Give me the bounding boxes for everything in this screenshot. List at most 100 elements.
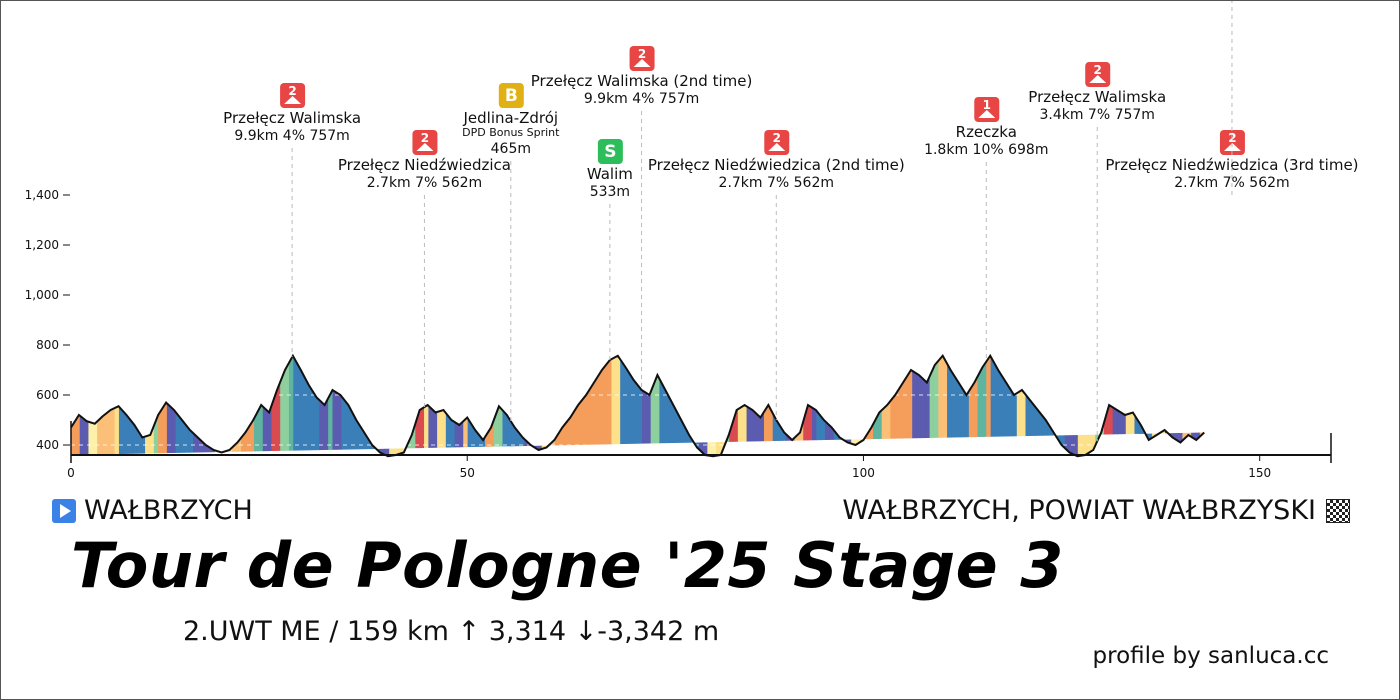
gradient-strip — [1016, 355, 1022, 455]
gradient-strip — [232, 355, 238, 455]
y-tick-label: 400 — [36, 438, 59, 452]
gradient-strip — [132, 355, 137, 455]
bonus-badge-icon — [498, 83, 524, 108]
gradient-strip — [1186, 355, 1192, 455]
gradient-strip — [114, 355, 120, 455]
gradient-strip — [559, 355, 565, 455]
x-tick-label: 100 — [852, 466, 875, 480]
gradient-strip — [302, 355, 307, 455]
gradient-strip — [1300, 201, 1305, 455]
mountain-icon — [416, 143, 434, 151]
gradient-strip — [105, 355, 111, 455]
gradient-strip — [1112, 355, 1118, 455]
gradient-strip — [84, 355, 90, 455]
gradient-strip — [1239, 201, 1244, 455]
gradient-strip — [968, 355, 974, 455]
gradient-strip — [1318, 201, 1323, 455]
gradient-strip — [1008, 355, 1014, 455]
badge-label: 2 — [421, 131, 429, 145]
climb-detail: 9.9km 4% 757m — [234, 128, 349, 144]
climb-detail: 465m — [491, 141, 531, 157]
gradient-strip — [1077, 355, 1083, 455]
gradient-strip — [798, 355, 804, 455]
gradient-strip — [785, 355, 791, 455]
gradient-strip — [964, 355, 970, 455]
profile-credit: profile by sanluca.cc — [1092, 643, 1329, 669]
climb-detail: 2.7km 7% 562m — [719, 175, 834, 191]
gradient-strip — [999, 355, 1005, 455]
climb-name: Walim — [587, 165, 633, 183]
gradient-strip — [533, 355, 538, 455]
gradient-strip — [397, 355, 403, 455]
gradient-strip — [1195, 355, 1201, 455]
climb-name: Jedlina-Zdrój — [463, 109, 559, 127]
gradient-strip — [319, 355, 325, 455]
gradient-strip — [1108, 355, 1114, 455]
gradient-strip — [1226, 201, 1231, 455]
gradient-strip — [1291, 201, 1296, 455]
gradient-strip — [990, 355, 996, 455]
gradient-strip — [663, 355, 669, 455]
gradient-strip — [480, 355, 486, 455]
gradient-strip — [197, 355, 203, 455]
climb-annotation: 2 Przełęcz Walimska (2nd time)9.9km 4% 75… — [531, 46, 752, 390]
gradient-strip — [1252, 201, 1257, 455]
y-tick-label: 600 — [36, 388, 59, 402]
kom-badge-icon — [412, 130, 438, 155]
gradient-strip — [166, 355, 172, 455]
gradient-strip — [1047, 355, 1053, 455]
badge-label: 2 — [1094, 63, 1102, 77]
gradient-strip — [240, 355, 246, 455]
gradient-strip — [1003, 355, 1009, 455]
climb-detail: 533m — [590, 184, 630, 200]
kom-badge-icon — [280, 83, 306, 108]
start-location-label: WAŁBRZYCH — [84, 495, 253, 526]
gradient-strip — [1160, 355, 1166, 455]
gradient-strip — [1270, 201, 1275, 455]
climb-detail: 2.7km 7% 562m — [367, 175, 482, 191]
gradient-strip — [907, 355, 913, 455]
gradient-strip — [546, 355, 552, 455]
gradient-strip — [938, 355, 944, 455]
gradient-strip — [515, 355, 521, 455]
x-tick-label: 0 — [67, 466, 75, 480]
gradient-strip — [655, 355, 660, 455]
climb-name: Przełęcz Walimska — [223, 109, 361, 127]
gradient-strip — [685, 355, 691, 455]
gradient-strip — [598, 355, 604, 455]
mountain-icon — [633, 59, 651, 67]
gradient-strip — [1069, 355, 1075, 455]
gradient-strip — [367, 355, 373, 455]
gradient-strip — [336, 355, 342, 455]
gradient-strip — [1274, 201, 1279, 455]
gradient-strip — [1086, 355, 1092, 455]
gradient-strip — [920, 355, 926, 455]
gradient-strip — [1151, 355, 1157, 455]
gradient-strip — [611, 355, 617, 455]
badge-label: 2 — [288, 84, 296, 98]
gradient-strip — [258, 355, 264, 455]
gradient-strip — [868, 355, 874, 455]
gradient-strip — [341, 355, 347, 455]
gradient-strip — [995, 355, 1000, 455]
gradient-strip — [471, 355, 477, 455]
gradient-strip — [402, 355, 408, 455]
gradient-strip — [1204, 201, 1209, 455]
gradient-strip — [1331, 201, 1336, 455]
gradient-strip — [384, 355, 390, 455]
sprint-badge-icon — [597, 139, 623, 164]
gradient-strip — [838, 355, 844, 455]
gradient-strip — [537, 355, 543, 455]
gradient-strip — [1117, 355, 1122, 455]
gradient-strip — [947, 355, 953, 455]
gradient-strip — [519, 355, 525, 455]
gradient-strip — [702, 355, 708, 455]
gradient-strip — [149, 355, 155, 455]
gradient-strip — [1012, 355, 1018, 455]
gradient-strip — [454, 355, 460, 455]
badge-label: S — [604, 142, 616, 162]
